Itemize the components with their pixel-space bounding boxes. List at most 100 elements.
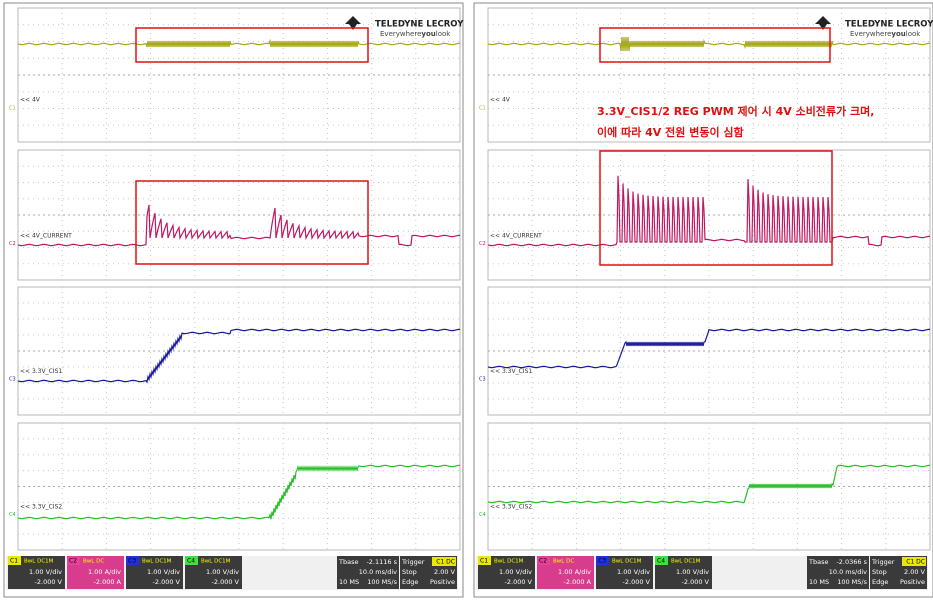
channel-scale: 1.00 A/div [88,568,121,576]
logo-tagline: Everywhereyoulook [850,30,921,38]
highlight-box [599,150,833,266]
channel-scale: 1.00 A/div [558,568,591,576]
channel-id: C2 [69,558,77,565]
channel-id: C4 [187,558,195,565]
channel-id: C2 [539,558,547,565]
logo-brand: TELEDYNE LECROY [845,20,933,30]
channel-badge: BwL DC1M [671,559,701,565]
trace-label: << 4V [490,97,511,104]
trigger-mode: Stop [402,568,417,576]
scope-panel: << 4V C1 << 4V_CURRENT C2 << 3.3V_CIS1 C3 << 3… [3,2,464,598]
tagline-post: look [906,30,922,38]
timebase-scale: 10.0 ms/div [359,568,397,576]
trigger-type: Edge [402,578,418,586]
channel-scale: 1.00 V/div [499,568,532,576]
timebase-delay: -2.1116 s [366,558,397,566]
channel-tag [655,556,668,565]
channel-badge: BwL DC [553,559,574,565]
channel-scale: 1.00 V/div [206,568,239,576]
channel-offset: -2.000 A [564,578,592,586]
channel-offset: -2.000 V [505,578,533,586]
timebase-scale: 10.0 ms/div [829,568,867,576]
channel-id: C3 [128,558,136,565]
tagline-pre: Everywhere [380,30,421,38]
channel-badge: BwL DC1M [142,559,172,565]
channel-tag [596,556,609,565]
tagline-bold: you [891,30,905,38]
channel-scale: 1.00 V/div [147,568,180,576]
trace-channel: C1 [9,106,16,112]
trigger-source: C1 DC [906,559,925,566]
channel-offset: -2.000 V [35,578,63,586]
channel-offset: -2.000 V [212,578,240,586]
channel-scale: 1.00 V/div [617,568,650,576]
waveform [487,464,930,504]
logo-mark [345,16,361,30]
timebase-rate: 100 MS/s [837,578,867,586]
tagline-pre: Everywhere [850,30,891,38]
channel-scale: 1.00 V/div [29,568,62,576]
trigger-level: 2.00 V [904,568,926,576]
waveform [17,204,460,247]
channel-badge: BwL DC1M [201,559,231,565]
trace-label: << 4V_CURRENT [20,232,72,239]
waveform [487,36,930,52]
trace-channel: C4 [9,512,16,518]
channel-offset: -2.000 V [623,578,651,586]
channel-tag [537,556,550,565]
tagline-post: look [436,30,452,38]
highlight-box [135,180,369,265]
channel-badge: BwL DC1M [494,559,524,565]
highlight-box [599,27,831,63]
timebase-label: Tbase [808,558,828,566]
channel-tag [185,556,198,565]
trigger-source: C1 DC [436,559,455,566]
channel-offset: -2.000 V [153,578,181,586]
channel-id: C3 [598,558,606,565]
channel-tag [67,556,80,565]
waveform [17,38,460,48]
trigger-label: Trigger [871,558,895,566]
highlight-box [135,27,369,63]
trace-label: << 4V_CURRENT [490,232,542,239]
logo-brand: TELEDYNE LECROY [375,20,464,30]
trigger-source-bg [432,557,456,566]
trace-channel: C4 [479,512,486,518]
trace-channel: C1 [479,106,486,112]
channel-badge: BwL DC1M [612,559,642,565]
waveform [487,328,930,369]
channel-scale: 1.00 V/div [676,568,709,576]
logo-tagline: Everywhereyoulook [380,30,451,38]
timebase-samples: 10 MS [809,578,829,586]
logo-mark [815,16,831,30]
trace-label: << 3.3V_CIS2 [20,503,62,510]
trace-label: << 4V [20,97,41,104]
timebase-samples: 10 MS [339,578,359,586]
channel-offset: -2.000 V [682,578,710,586]
waveform [487,175,930,247]
channel-id: C1 [480,558,488,565]
tagline-bold: you [421,30,435,38]
timebase-delay: -2.0366 s [836,558,867,566]
annotation: 3.3V_CIS1/2 REG PWM 제어 시 4V 소비전류가 크며, [597,104,874,118]
trigger-label: Trigger [401,558,425,566]
trace-channel: C3 [9,377,16,383]
trace-label: << 3.3V_CIS1 [490,368,532,375]
channel-tag [8,556,21,565]
channel-offset: -2.000 A [94,578,122,586]
scope-panel: << 4V C1 << 4V_CURRENT C2 << 3.3V_CIS1 C3 << 3… [473,2,933,598]
channel-id: C1 [10,558,18,565]
timebase-box [807,556,869,589]
trace-channel: C2 [9,241,16,247]
channel-tag [478,556,491,565]
trigger-type: Edge [872,578,888,586]
channel-id: C4 [657,558,665,565]
annotation: 이에 따라 4V 전원 변동이 심함 [597,125,744,139]
trigger-source-bg [902,557,926,566]
trace-channel: C2 [479,241,486,247]
trace-label: << 3.3V_CIS1 [20,368,62,375]
trigger-slope: Positive [900,578,925,586]
trace-label: << 3.3V_CIS2 [490,503,532,510]
